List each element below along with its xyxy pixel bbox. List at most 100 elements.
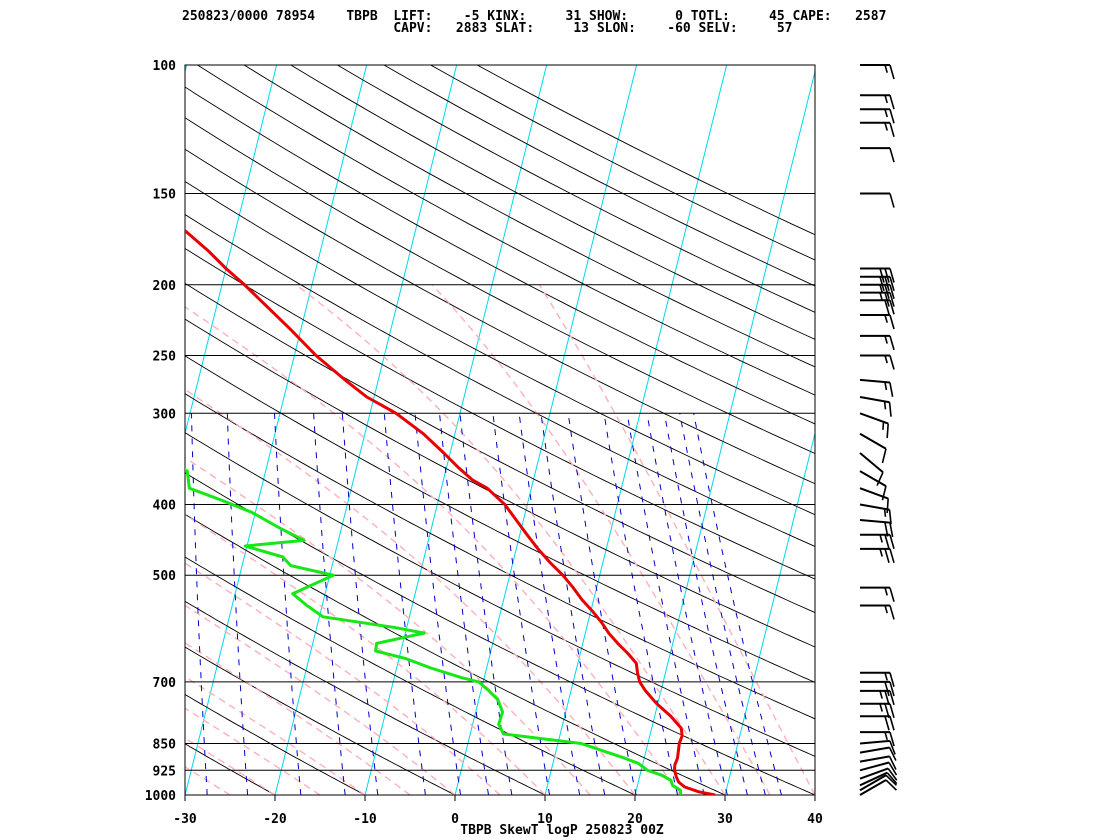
wind-barb-feather xyxy=(885,779,898,791)
wind-barb-feather xyxy=(884,292,890,307)
wind-barb-shaft xyxy=(859,746,890,754)
dry-adiabat-line xyxy=(185,743,276,795)
temperature-tick-label: 40 xyxy=(807,812,823,827)
dry-adiabat-line xyxy=(185,556,637,795)
wind-barb-feather xyxy=(883,401,887,410)
mixing-ratio-line xyxy=(459,413,513,795)
wind-barb-feather xyxy=(884,109,888,118)
wind-barb-feather xyxy=(884,672,888,681)
dewpoint-profile-line xyxy=(185,468,683,795)
pressure-tick-label: 850 xyxy=(153,737,177,752)
wind-barb-feather xyxy=(889,314,895,330)
mixing-ratio-line xyxy=(540,413,606,795)
wind-barb xyxy=(859,378,894,397)
wind-barb-feather xyxy=(884,314,888,323)
wind-barb-feather xyxy=(886,498,889,514)
wind-barb-feather xyxy=(889,122,895,138)
wind-barb-feather xyxy=(889,193,895,208)
wind-barb-feather xyxy=(884,587,888,596)
wind-barb-feather xyxy=(889,587,895,602)
isotherm-line xyxy=(185,65,278,436)
temperature-tick-label: -20 xyxy=(263,812,287,827)
mixing-ratio-line xyxy=(646,413,728,795)
wind-barb-feather xyxy=(889,268,895,283)
isotherm-line xyxy=(185,65,188,74)
wind-barb xyxy=(860,108,895,124)
wind-barb-feather xyxy=(884,268,890,283)
wind-barb xyxy=(859,452,884,486)
moist-adiabat-line xyxy=(431,284,771,795)
dry-adiabat-line xyxy=(185,86,815,425)
dry-adiabat-line xyxy=(185,117,815,454)
wind-barb-feather xyxy=(889,335,895,351)
wind-barb-feather xyxy=(879,690,883,699)
wind-barb-feather xyxy=(879,703,883,712)
wind-barb xyxy=(859,470,887,501)
wind-barb-feather xyxy=(882,421,885,430)
wind-barb xyxy=(860,283,895,299)
profiles xyxy=(185,228,716,795)
dry-adiabat-line xyxy=(336,65,815,313)
dry-adiabat-line xyxy=(185,432,815,757)
wind-barb xyxy=(860,533,895,549)
moist-adiabat-line xyxy=(295,284,726,795)
dry-adiabat-line xyxy=(289,65,815,340)
dry-adiabat-line xyxy=(185,693,366,795)
mixing-ratio-line xyxy=(383,413,426,795)
dry-adiabat-line xyxy=(185,282,815,614)
dry-adiabat-line xyxy=(185,472,815,795)
mixing-ratio-line xyxy=(414,413,461,795)
mixing-ratio-line xyxy=(191,413,208,795)
wind-barb-feather xyxy=(879,548,883,557)
wind-barb-shaft xyxy=(859,761,890,772)
mixing-ratio-line xyxy=(78,413,81,795)
wind-barb-feather xyxy=(876,471,884,486)
temperature-tick-label: 30 xyxy=(717,812,733,827)
dry-adiabat-line xyxy=(185,646,456,795)
wind-barb-feather xyxy=(889,740,896,755)
wind-barb-feather xyxy=(884,300,890,315)
moist-adiabat-line xyxy=(185,641,411,795)
temperature-tick-label: 10 xyxy=(537,812,553,827)
wind-barb xyxy=(860,702,895,719)
wind-barb-feather xyxy=(884,122,888,131)
dry-adiabat-line xyxy=(185,181,815,516)
temperature-tick-label: -10 xyxy=(353,812,377,827)
wind-barb-feather xyxy=(888,509,892,525)
wind-barb-feather xyxy=(885,774,898,786)
mixing-ratio-line xyxy=(626,413,705,795)
moist-adiabat-line xyxy=(185,737,276,795)
wind-barb xyxy=(860,94,895,110)
wind-barb-feather xyxy=(889,534,895,549)
mixing-ratio-line xyxy=(679,413,766,795)
wind-barb-feather xyxy=(884,731,888,741)
wind-barb-feather xyxy=(889,147,895,163)
header-line-1: 250823/0000 78954 TBPB LIFT: -5 KINX: 31… xyxy=(182,9,887,24)
wind-barb-feather xyxy=(886,772,898,785)
wind-barb-feather xyxy=(889,292,895,307)
wind-barb-feather xyxy=(889,716,895,731)
dry-adiabat-line xyxy=(185,214,815,547)
mixing-ratio-line xyxy=(518,413,581,795)
wind-barb-shaft xyxy=(859,767,889,780)
wind-barb xyxy=(860,354,895,370)
wind-barb-shaft xyxy=(859,470,887,487)
wind-barb-feather xyxy=(889,284,895,299)
wind-barb-feather xyxy=(889,64,895,80)
wind-barb xyxy=(859,774,898,792)
header-line-2: CAPV: 2883 SLAT: 13 SLON: -60 SELV: 57 xyxy=(182,21,793,36)
pressure-tick-label: 400 xyxy=(153,499,177,514)
moist-adiabat-line xyxy=(185,305,681,795)
wind-barb-feather xyxy=(889,276,895,291)
dry-adiabat-line xyxy=(383,65,815,287)
wind-barb-feather xyxy=(884,548,890,564)
wind-barb-feather xyxy=(879,268,885,283)
dry-adiabat-line xyxy=(185,148,815,485)
dry-adiabat-line xyxy=(429,65,815,261)
wind-barb-feather xyxy=(879,276,885,291)
wind-barb xyxy=(859,739,896,755)
pressure-tick-labels: 100 150 200 250 300 400 500 700 850 925 1000 xyxy=(145,59,176,804)
isotherm-line xyxy=(901,49,1090,811)
pressure-tick-label: 1000 xyxy=(145,789,176,804)
